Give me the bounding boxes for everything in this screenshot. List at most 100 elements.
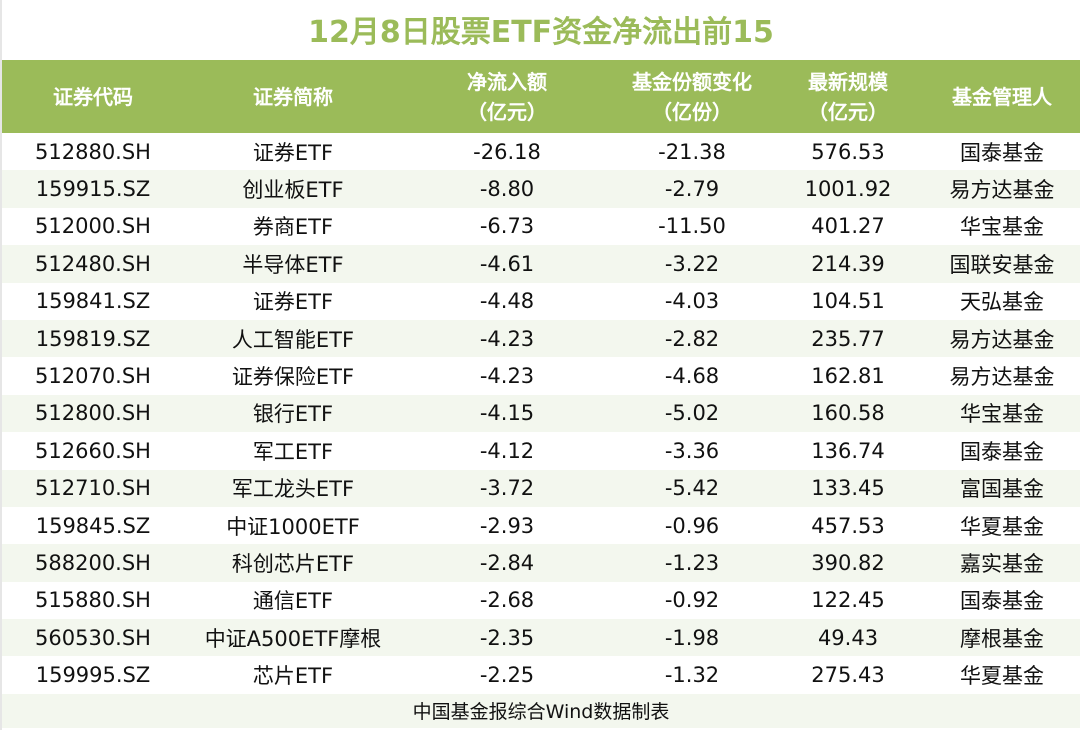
table-cell: -4.61 [402, 245, 612, 283]
table-cell: 275.43 [811, 663, 885, 688]
table-cell: 中证A500ETF摩根 [184, 619, 402, 657]
header-row: 证券代码 证券简称 净流入额 （亿元） 基金份额变化 （亿份） 最新规模 （亿元） 基金管理人 [2, 60, 1080, 133]
table-cell: 136.74 [811, 438, 885, 463]
table-cell: 235.77 [772, 319, 924, 358]
table-cell: 390.82 [772, 544, 924, 582]
table-cell: -4.15 [402, 394, 612, 433]
table-cell: -2.35 [402, 619, 612, 657]
table-cell: 1001.92 [772, 170, 924, 208]
table-cell: 国泰基金 [960, 140, 1044, 165]
table-row: 560530.SH 中证A500ETF摩根 -2.35 -1.98 49.43 摩根基金 [2, 619, 1080, 657]
table-cell: 159819.SZ [2, 319, 184, 358]
table-row: 512880.SH 证券ETF -26.18 -21.38 576.53 国泰基金 [2, 133, 1080, 170]
table-cell: -6.73 [479, 214, 535, 239]
column-header-title: 证券代码 [53, 84, 133, 109]
column-header-unit: （亿份） [652, 99, 732, 124]
table-row: 512800.SH 银行ETF -4.15 -5.02 160.58 华宝基金 [2, 394, 1080, 433]
table-cell: 嘉实基金 [924, 544, 1080, 582]
table-cell: 易方达基金 [949, 365, 1055, 390]
table-cell: 证券保险ETF [231, 365, 355, 390]
column-header-title: 最新规模 [808, 69, 888, 94]
table-cell: 457.53 [811, 513, 885, 538]
table-cell: 159841.SZ [35, 289, 151, 314]
table-cell: 科创芯片ETF [184, 544, 402, 582]
table-cell: -5.02 [612, 394, 772, 433]
table-row: 512070.SH 证券保险ETF -4.23 -4.68 162.81 易方达基金 [2, 357, 1080, 394]
table-cell: 银行ETF [184, 394, 402, 433]
table-cell: -3.72 [402, 469, 612, 507]
table-cell: 中证1000ETF [226, 514, 360, 539]
table-cell: -3.36 [664, 438, 720, 463]
table-cell: 证券ETF [252, 290, 334, 315]
table-cell: 512480.SH [2, 245, 184, 283]
table-row: 512000.SH 券商ETF -6.73 -11.50 401.27 华宝基金 [2, 208, 1080, 245]
table-cell: 512070.SH [35, 364, 151, 389]
etf-table: 证券代码 证券简称 净流入额 （亿元） 基金份额变化 （亿份） 最新规模 （亿元） 基金管理人 … [2, 60, 1080, 728]
table-cell: -0.96 [664, 513, 720, 538]
table-cell: -0.92 [664, 588, 720, 613]
table-cell: -2.25 [479, 663, 535, 688]
table-cell: 588200.SH [2, 544, 184, 582]
table-cell: -4.48 [479, 289, 535, 314]
table-cell: 49.43 [772, 619, 924, 657]
column-header: 基金管理人 [924, 60, 1080, 133]
source-note: 中国基金报综合Wind数据制表 [2, 693, 1080, 728]
table-cell: 易方达基金 [924, 319, 1080, 358]
table-cell: -2.82 [612, 319, 772, 358]
table-cell: -8.80 [402, 170, 612, 208]
table-cell: 通信ETF [252, 589, 334, 614]
table-cell: 华宝基金 [924, 394, 1080, 433]
column-header-unit: （亿元） [808, 99, 888, 124]
table-cell: 512660.SH [35, 438, 151, 463]
table-cell: 军工龙头ETF [184, 469, 402, 507]
column-header-unit: （亿元） [467, 99, 547, 124]
table-cell: 摩根基金 [924, 619, 1080, 657]
table-cell: -4.68 [664, 364, 720, 389]
table-row: 512710.SH 军工龙头ETF -3.72 -5.42 133.45 富国基金 [2, 469, 1080, 507]
table-cell: 512000.SH [35, 214, 151, 239]
table-cell: 576.53 [811, 139, 885, 164]
column-header: 证券代码 [2, 60, 184, 133]
table-cell: 半导体ETF [184, 245, 402, 283]
table-cell: -2.79 [612, 170, 772, 208]
table-cell: 券商ETF [252, 215, 334, 240]
table-cell: 天弘基金 [960, 290, 1044, 315]
table-cell: 易方达基金 [924, 170, 1080, 208]
table-cell: 159995.SZ [35, 663, 151, 688]
table-cell: 104.51 [811, 289, 885, 314]
table-cell: 214.39 [772, 245, 924, 283]
table-cell: -5.42 [612, 469, 772, 507]
table-row: 159841.SZ 证券ETF -4.48 -4.03 104.51 天弘基金 [2, 283, 1080, 320]
table-cell: 162.81 [811, 364, 885, 389]
table-cell: -2.93 [479, 513, 535, 538]
table-cell: 华夏基金 [960, 664, 1044, 689]
column-header-title: 证券简称 [253, 84, 333, 109]
table-cell: 512710.SH [2, 469, 184, 507]
table-cell: 133.45 [772, 469, 924, 507]
table-cell: -21.38 [658, 139, 726, 164]
table-cell: -4.12 [479, 438, 535, 463]
table-cell: -1.32 [664, 663, 720, 688]
table-cell: 国泰基金 [960, 589, 1044, 614]
table-cell: 512880.SH [35, 139, 151, 164]
table-cell: -3.22 [612, 245, 772, 283]
table-cell: 159915.SZ [2, 170, 184, 208]
table-row: 512480.SH 半导体ETF -4.61 -3.22 214.39 国联安基金 [2, 245, 1080, 283]
table-title: 12月8日股票ETF资金净流出前15 [308, 15, 774, 50]
column-header: 基金份额变化 （亿份） [612, 60, 772, 133]
table-row: 159819.SZ 人工智能ETF -4.23 -2.82 235.77 易方达基金 [2, 319, 1080, 358]
table-cell: 512800.SH [2, 394, 184, 433]
column-header-title: 基金管理人 [952, 84, 1052, 109]
table-cell: 122.45 [811, 588, 885, 613]
table-row: 512660.SH 军工ETF -4.12 -3.36 136.74 国泰基金 [2, 432, 1080, 469]
column-header-title: 净流入额 [467, 69, 547, 94]
table-cell: -26.18 [473, 139, 541, 164]
column-header: 净流入额 （亿元） [402, 60, 612, 133]
table-cell: 国泰基金 [960, 439, 1044, 464]
table-cell: 515880.SH [35, 588, 151, 613]
table-cell: -2.84 [402, 544, 612, 582]
table-cell: 华夏基金 [960, 514, 1044, 539]
column-header-title: 基金份额变化 [632, 69, 752, 94]
table-cell: -2.68 [479, 588, 535, 613]
table-cell: -4.23 [402, 319, 612, 358]
